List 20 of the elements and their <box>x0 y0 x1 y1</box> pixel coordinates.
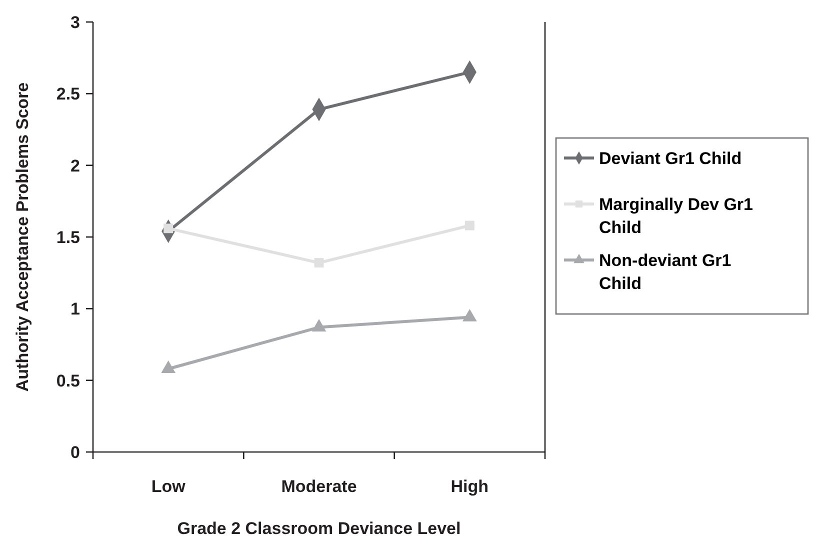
point <box>464 220 474 230</box>
point <box>161 360 176 374</box>
y-tick-label: 1.5 <box>56 228 80 247</box>
point <box>314 258 324 268</box>
y-tick-label: 1 <box>70 300 80 319</box>
y-tick-label: 3 <box>70 12 80 32</box>
legend-label: Non-deviant Gr1 Child <box>599 250 732 293</box>
y-tick-label: 2 <box>70 156 80 176</box>
y-tick-label: 0 <box>70 442 80 462</box>
x-tick-label: Low <box>151 477 186 496</box>
x-tick-label: High <box>450 477 489 496</box>
x-axis-title: Grade 2 Classroom Deviance Level <box>177 519 461 538</box>
y-tick-label: 0.5 <box>56 371 80 390</box>
legend-label: Marginally Dev Gr1 Child <box>599 194 754 237</box>
y-tick-label: 2.5 <box>56 84 80 104</box>
legend-label: Deviant Gr1 Child <box>599 148 742 168</box>
point <box>312 318 326 332</box>
x-tick-label: Moderate <box>281 477 357 496</box>
y-axis-title: Authority Acceptance Problems Score <box>13 82 32 392</box>
point <box>462 308 477 322</box>
